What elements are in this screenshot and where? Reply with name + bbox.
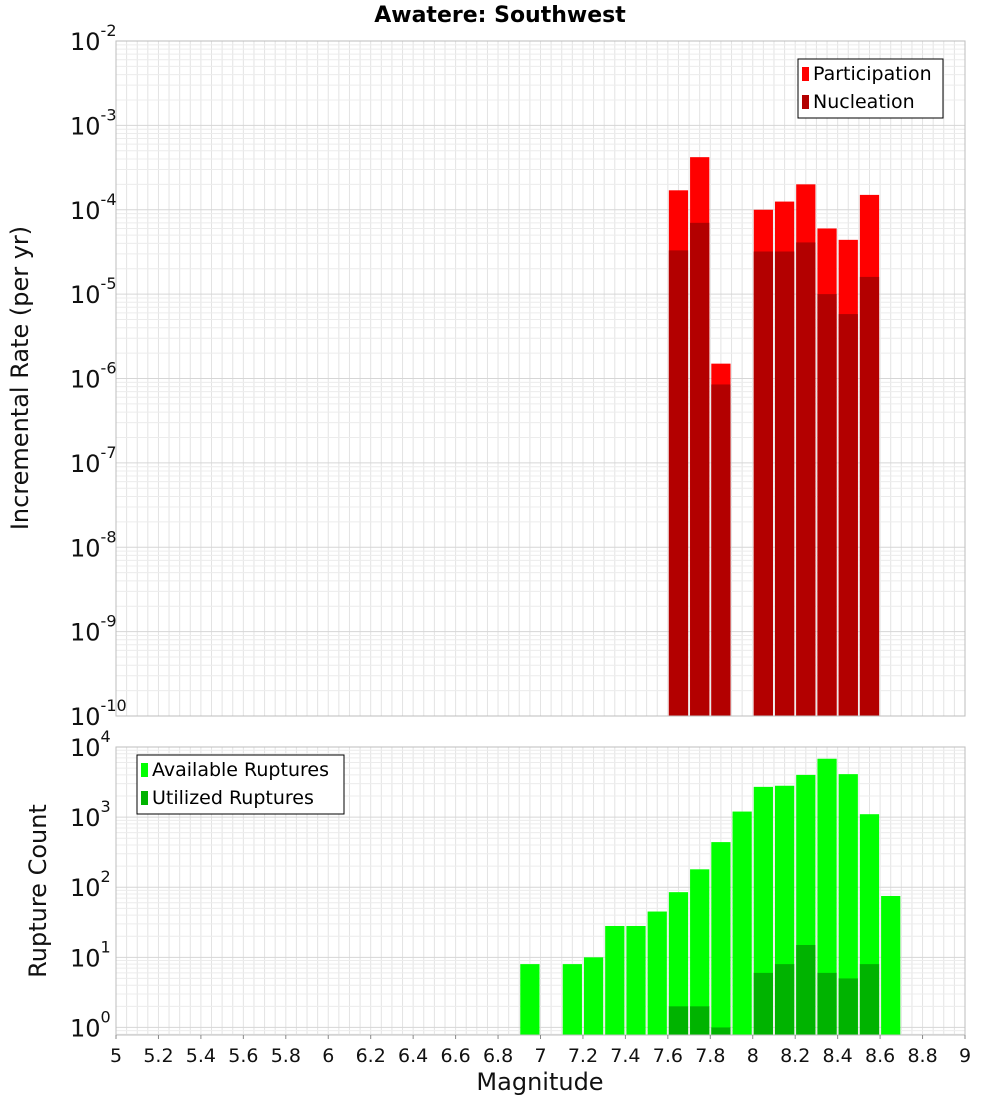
legend-swatch — [141, 791, 148, 805]
legend-swatch — [802, 67, 809, 81]
legend: Available Ruptures Utilized Ruptures — [136, 754, 345, 815]
bar-utilized-ruptures — [838, 978, 858, 1035]
x-tick-label: 7.4 — [610, 1045, 640, 1067]
y-tick-label: 102 — [70, 867, 111, 902]
x-tick-label: 6.4 — [398, 1045, 428, 1067]
bar-available-ruptures — [690, 869, 710, 1035]
y-axis-label: Incremental Rate (per yr) — [6, 226, 34, 530]
bar-available-ruptures — [668, 892, 689, 1035]
legend-swatch — [141, 763, 148, 777]
bar-utilized-ruptures — [774, 964, 795, 1035]
bar-utilized-ruptures — [859, 964, 880, 1035]
grid — [115, 40, 966, 717]
bar-nucleation — [774, 251, 795, 716]
y-tick-label: 10-8 — [70, 527, 117, 562]
x-tick-label: 5.4 — [186, 1045, 216, 1067]
x-tick-label: 8.4 — [823, 1045, 853, 1067]
x-tick-label: 6.2 — [356, 1045, 386, 1067]
bar-available-ruptures — [711, 842, 731, 1035]
legend-label: Participation — [813, 63, 932, 85]
x-tick-label: 8 — [747, 1045, 759, 1067]
legend: Participation Nucleation — [797, 58, 944, 119]
x-tick-label: 6.8 — [483, 1045, 513, 1067]
y-tick-label: 101 — [70, 937, 111, 972]
bar-utilized-ruptures — [711, 1027, 731, 1035]
x-tick-label: 6.6 — [440, 1045, 470, 1067]
bar-available-ruptures — [817, 758, 837, 1035]
legend-swatch — [802, 95, 809, 109]
bar-available-ruptures — [605, 925, 625, 1035]
x-tick-label: 5.2 — [143, 1045, 173, 1067]
bar-available-ruptures — [732, 811, 752, 1035]
y-axis-label: Rupture Count — [24, 804, 52, 978]
rate-panel: 10-10 10-9 10-8 10-7 10-6 10-5 10-4 10-3 10-2 Inc… — [6, 21, 966, 731]
bar-nucleation — [838, 314, 858, 716]
bar-utilized-ruptures — [817, 972, 837, 1035]
x-tick-label: 8.8 — [907, 1045, 937, 1067]
bar-available-ruptures — [583, 957, 604, 1035]
bar-available-ruptures — [520, 964, 540, 1035]
bar-utilized-ruptures — [753, 972, 773, 1035]
legend-label: Utilized Ruptures — [152, 787, 314, 809]
bar-nucleation — [668, 250, 689, 717]
bar-nucleation — [817, 294, 837, 716]
bar-available-ruptures — [626, 925, 646, 1035]
bar-available-ruptures — [647, 911, 667, 1035]
legend-label: Nucleation — [813, 91, 915, 113]
x-tick-label: 7 — [534, 1045, 546, 1067]
x-tick-label: 6 — [322, 1045, 334, 1067]
bar-utilized-ruptures — [796, 944, 816, 1035]
y-tick-label: 104 — [70, 727, 111, 762]
x-tick-label: 7.8 — [695, 1045, 725, 1067]
bar-nucleation — [711, 384, 731, 716]
rupture-count-panel: 100 101 102 103 104 Rupture Count 5 5.2 5.4 5.6 5.… — [24, 727, 971, 1096]
y-tick-label: 10-2 — [70, 21, 117, 56]
bar-available-ruptures — [838, 774, 858, 1035]
bar-utilized-ruptures — [690, 1006, 710, 1035]
bar-nucleation — [796, 242, 816, 716]
legend-label: Available Ruptures — [152, 759, 329, 781]
y-tick-label: 10-4 — [70, 190, 117, 225]
plot-frame — [115, 40, 966, 717]
y-tick-label: 100 — [70, 1007, 111, 1042]
x-tick-label: 7.2 — [568, 1045, 598, 1067]
bar-available-ruptures — [562, 964, 582, 1035]
y-tick-label: 10-3 — [70, 105, 117, 140]
x-axis-label: Magnitude — [476, 1068, 603, 1096]
bar-nucleation — [753, 251, 773, 716]
x-tick-label: 5.8 — [271, 1045, 301, 1067]
bar-nucleation — [690, 222, 710, 716]
x-tick-label: 8.2 — [780, 1045, 810, 1067]
y-tick-label: 103 — [70, 797, 111, 832]
x-tick-label: 9 — [959, 1045, 971, 1067]
y-tick-label: 10-9 — [70, 612, 117, 647]
y-tick-label: 10-7 — [70, 443, 117, 478]
legend-box — [136, 754, 345, 815]
bar-available-ruptures — [881, 895, 901, 1035]
y-tick-label: 10-5 — [70, 274, 117, 309]
chart-title: Awatere: Southwest — [374, 3, 626, 28]
y-tick-label: 10-10 — [70, 696, 127, 731]
bar-utilized-ruptures — [668, 1006, 689, 1035]
x-tick-label: 8.6 — [865, 1045, 895, 1067]
bar-nucleation — [859, 276, 880, 716]
x-tick-label: 5.6 — [228, 1045, 258, 1067]
y-tick-label: 10-6 — [70, 359, 117, 394]
x-tick-label: 7.6 — [653, 1045, 683, 1067]
legend-box — [797, 58, 944, 119]
x-tick-label: 5 — [110, 1045, 122, 1067]
